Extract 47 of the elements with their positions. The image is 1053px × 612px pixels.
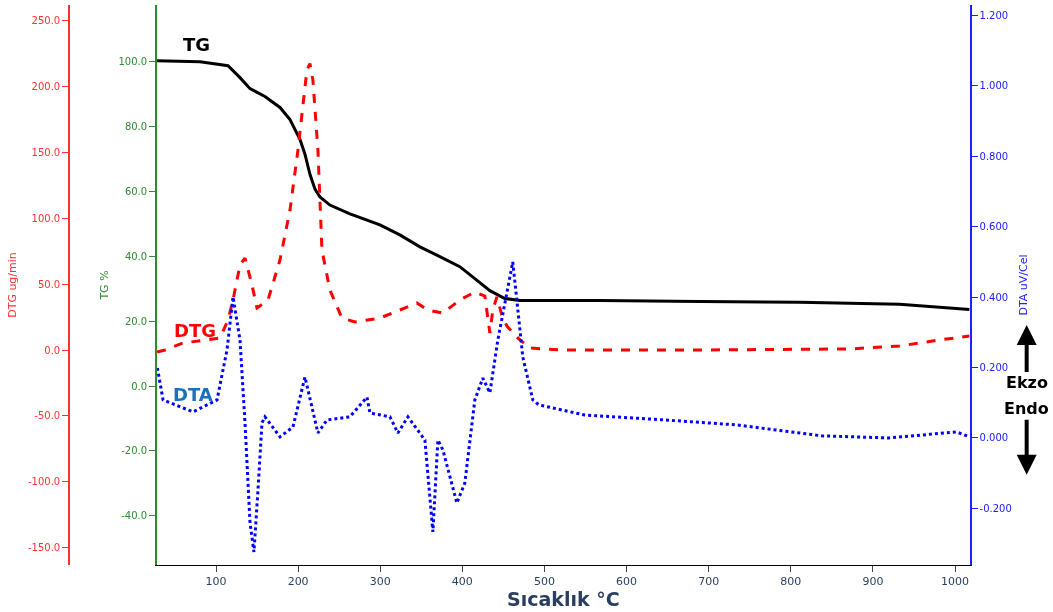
y2-tick-label: -150.0 [27, 542, 61, 554]
series-label: DTG [174, 320, 216, 341]
x-tick-label: 700 [698, 575, 720, 589]
line-series [156, 62, 970, 354]
y3-tick-label: 1.200 [979, 10, 1009, 22]
x-tick-label: 300 [369, 575, 391, 589]
y2-tick-label: 250.0 [31, 14, 61, 26]
y3-axis-title: DTA uV/Cel [1016, 254, 1030, 316]
y2-tick-label: 150.0 [31, 146, 61, 158]
line-series [156, 59, 970, 311]
y-tick-label: -40.0 [121, 510, 148, 522]
x-tick-label: 500 [533, 575, 555, 589]
y-tick-label: 20.0 [124, 315, 148, 327]
y3-tick-label: 0.400 [979, 291, 1009, 303]
text: Endo [1004, 399, 1049, 418]
x-tick-label: 400 [451, 575, 473, 589]
y2-tick-label: 100.0 [31, 212, 61, 224]
y-tick-label: -20.0 [121, 445, 148, 457]
x-axis-title: Sıcaklık °C [507, 588, 620, 611]
y3-tick-label: 0.600 [979, 221, 1009, 233]
x-tick-label: 800 [780, 575, 802, 589]
y2-tick-label: 0.0 [44, 344, 61, 356]
y-tick-label: 100.0 [118, 56, 148, 68]
y2-axis-title: DTG ug/min [6, 252, 20, 318]
y-tick-label: 80.0 [124, 121, 148, 133]
x-tick-label: 600 [616, 575, 638, 589]
y-tick-label: 40.0 [124, 250, 148, 262]
y2-tick-label: -50.0 [34, 410, 61, 422]
x-tick-label: 200 [287, 575, 309, 589]
series-label: TG [183, 34, 211, 55]
series-label: DTA [173, 384, 213, 405]
y-tick-label: 0.0 [131, 380, 148, 392]
y3-tick-label: -0.200 [979, 502, 1012, 514]
x-tick-label: 100 [205, 575, 227, 589]
line-series [156, 260, 970, 554]
y2-tick-label: 50.0 [37, 278, 61, 290]
y3-tick-label: 0.200 [979, 362, 1009, 374]
y-tick-label: 60.0 [124, 185, 148, 197]
text: Ekzo [1006, 373, 1048, 392]
y2-tick-label: -100.0 [27, 476, 61, 488]
y2-tick-label: 200.0 [31, 80, 61, 92]
y-axis-title: TG % [97, 270, 111, 301]
y3-tick-label: 1.000 [979, 80, 1009, 92]
x-tick-label: 1000 [941, 575, 970, 589]
y3-tick-label: 0.800 [979, 150, 1009, 162]
x-tick-label: 900 [862, 575, 884, 589]
y3-tick-label: 0.000 [979, 432, 1009, 444]
